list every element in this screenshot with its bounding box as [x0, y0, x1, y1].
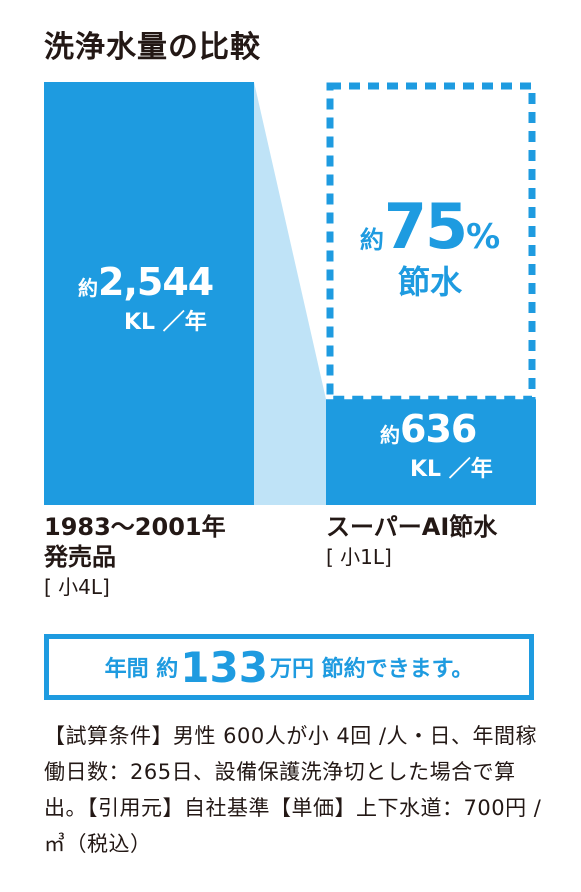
saving-value: 75: [383, 190, 468, 263]
callout-part2: 万円 節約できます。: [269, 657, 474, 682]
bar-old-value: 2,544: [98, 259, 214, 304]
category-old-line2: 発売品: [44, 543, 116, 571]
bar-old-prefix: 約: [78, 275, 98, 300]
chart-title: 洗浄水量の比較: [44, 30, 261, 65]
category-old: 1983〜2001年 発売品 [ 小4L]: [44, 512, 226, 602]
callout-amount: 133: [180, 642, 268, 692]
saving-prefix: 約: [359, 226, 384, 254]
calculation-notes: 【試算条件】男性 600人が小 4回 /人・日、年間稼働日数：265日、設備保護…: [44, 724, 542, 856]
bar-old-value-label: 約2,544 KL ／年: [78, 259, 214, 336]
bar-new-prefix: 約: [380, 423, 400, 448]
bar-old-unit: KL ／年: [124, 309, 207, 335]
bar-new: [326, 399, 536, 505]
category-old-line1: 1983〜2001年: [44, 513, 226, 541]
category-new-line1: スーパーAI節水: [326, 513, 498, 541]
connector-shape: [254, 82, 326, 505]
saving-percent: %: [466, 217, 501, 257]
callout-part1: 年間 約: [104, 657, 179, 682]
savings-callout: 年間 約 133 万円 節約できます。: [44, 634, 534, 700]
bar-new-value: 636: [400, 407, 477, 452]
saving-label: 約75% 節水: [330, 190, 530, 303]
chart-svg: [44, 82, 536, 505]
category-new-sub: [ 小1L]: [326, 545, 392, 569]
bar-new-unit: KL ／年: [410, 457, 493, 483]
category-new: スーパーAI節水 [ 小1L]: [326, 512, 497, 572]
bar-new-value-label: 約636 KL ／年: [380, 407, 493, 483]
category-old-sub: [ 小4L]: [44, 575, 110, 599]
saving-text: 節水: [397, 263, 462, 301]
bar-old: [44, 82, 254, 505]
